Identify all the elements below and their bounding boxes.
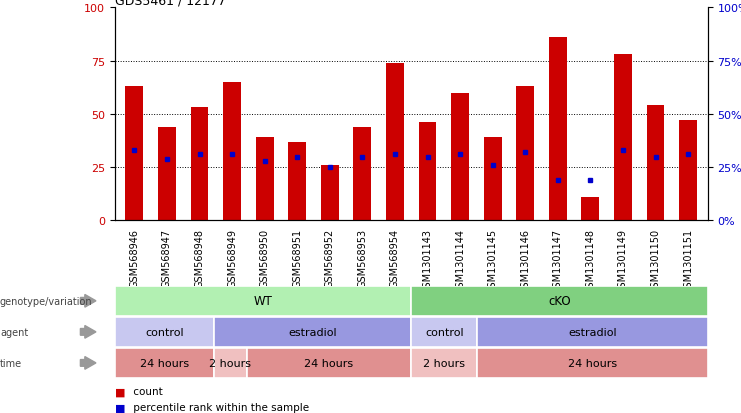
Text: cKO: cKO: [548, 294, 571, 308]
Text: time: time: [0, 358, 22, 368]
Bar: [190, 108, 208, 221]
Bar: [115, 286, 411, 316]
Text: WT: WT: [253, 294, 273, 308]
Bar: [411, 348, 477, 378]
Bar: [386, 64, 404, 221]
Bar: [213, 317, 411, 347]
Text: 24 hours: 24 hours: [140, 358, 189, 368]
Bar: [115, 317, 213, 347]
Bar: [582, 197, 599, 221]
Text: 2 hours: 2 hours: [423, 358, 465, 368]
Text: percentile rank within the sample: percentile rank within the sample: [130, 402, 309, 412]
Bar: [411, 286, 708, 316]
Text: agent: agent: [0, 327, 28, 337]
Bar: [614, 55, 632, 221]
Text: control: control: [425, 327, 464, 337]
Bar: [125, 87, 143, 221]
Bar: [256, 138, 273, 221]
Text: genotype/variation: genotype/variation: [0, 296, 93, 306]
Bar: [484, 138, 502, 221]
FancyArrow shape: [80, 357, 96, 369]
Text: estradiol: estradiol: [568, 327, 617, 337]
Bar: [223, 83, 241, 221]
Bar: [647, 106, 665, 221]
Bar: [247, 348, 411, 378]
Text: GDS5461 / 12177: GDS5461 / 12177: [115, 0, 226, 7]
Bar: [419, 123, 436, 221]
Text: 24 hours: 24 hours: [568, 358, 617, 368]
Text: ■: ■: [115, 387, 125, 396]
FancyArrow shape: [80, 295, 96, 307]
Bar: [115, 348, 213, 378]
Text: control: control: [145, 327, 184, 337]
Bar: [288, 142, 306, 221]
Bar: [411, 317, 477, 347]
Bar: [451, 93, 469, 221]
Bar: [679, 121, 697, 221]
FancyArrow shape: [80, 326, 96, 338]
Bar: [158, 127, 176, 221]
Bar: [477, 348, 708, 378]
Bar: [321, 166, 339, 221]
Text: 24 hours: 24 hours: [305, 358, 353, 368]
Text: count: count: [130, 387, 162, 396]
Bar: [477, 317, 708, 347]
Text: ■: ■: [115, 402, 125, 412]
Bar: [213, 348, 247, 378]
Text: estradiol: estradiol: [288, 327, 336, 337]
Text: 2 hours: 2 hours: [209, 358, 251, 368]
Bar: [516, 87, 534, 221]
Bar: [353, 127, 371, 221]
Bar: [549, 38, 567, 221]
